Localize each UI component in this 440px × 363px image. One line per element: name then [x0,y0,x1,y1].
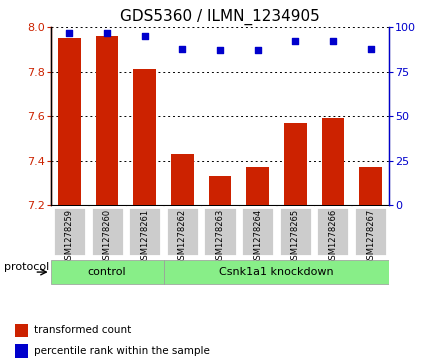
Bar [15,324,28,337]
FancyBboxPatch shape [53,207,86,256]
Point [254,48,261,53]
Text: GSM1278267: GSM1278267 [366,209,375,265]
Text: GDS5360 / ILMN_1234905: GDS5360 / ILMN_1234905 [120,9,320,25]
FancyBboxPatch shape [241,207,274,256]
FancyBboxPatch shape [128,207,161,256]
FancyBboxPatch shape [354,207,387,256]
Bar [15,344,28,358]
Point [179,46,186,52]
Text: GSM1278266: GSM1278266 [328,209,337,265]
Bar [96,36,118,205]
Point [330,38,337,44]
Bar [209,176,231,205]
Text: GSM1278259: GSM1278259 [65,209,74,265]
FancyBboxPatch shape [166,207,199,256]
Bar [133,69,156,205]
Text: GSM1278264: GSM1278264 [253,209,262,265]
Text: protocol: protocol [4,262,50,272]
Point [292,38,299,44]
Point [66,30,73,36]
Text: GSM1278263: GSM1278263 [216,209,224,265]
Bar [171,154,194,205]
FancyBboxPatch shape [279,207,312,256]
Text: control: control [88,267,126,277]
Bar [58,38,81,205]
Point [141,33,148,39]
Bar [359,167,382,205]
Text: GSM1278261: GSM1278261 [140,209,149,265]
Text: GSM1278260: GSM1278260 [103,209,112,265]
Bar [246,167,269,205]
Text: transformed count: transformed count [34,325,132,335]
Text: Csnk1a1 knockdown: Csnk1a1 knockdown [219,267,334,277]
Bar [284,123,307,205]
Text: percentile rank within the sample: percentile rank within the sample [34,346,210,356]
FancyBboxPatch shape [164,260,389,284]
Point [103,30,110,36]
Point [216,48,224,53]
FancyBboxPatch shape [91,207,124,256]
FancyBboxPatch shape [51,260,164,284]
Text: GSM1278262: GSM1278262 [178,209,187,265]
FancyBboxPatch shape [203,207,237,256]
Bar [322,118,344,205]
Text: GSM1278265: GSM1278265 [291,209,300,265]
Point [367,46,374,52]
FancyBboxPatch shape [316,207,349,256]
